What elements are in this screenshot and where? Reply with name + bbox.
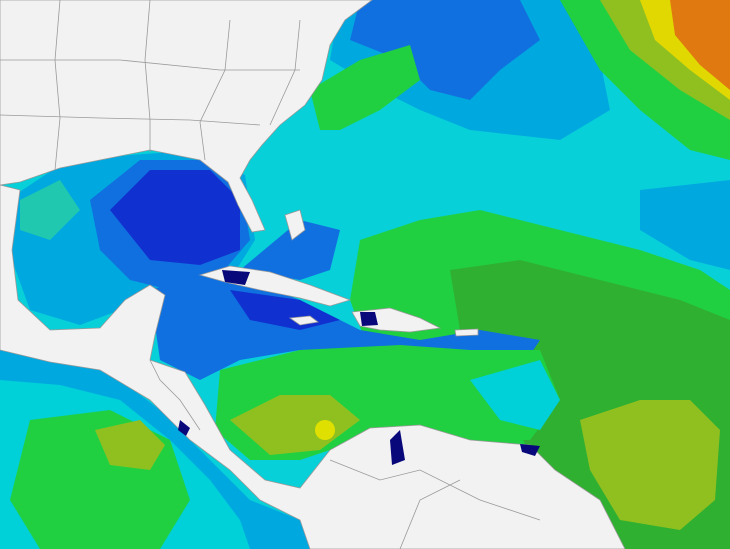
ocean-zone-yellow-green [230,395,360,455]
ocean-zone-dark-blue [110,170,240,265]
ocean-zone-green [310,45,420,130]
inland-water [222,270,250,285]
ocean-zone-orange [670,0,730,90]
land-north-america [0,0,373,233]
ocean-zone-blue [240,220,340,280]
state-border [0,59,300,71]
inland-water [520,444,540,456]
inland-water [178,420,190,436]
state-border [144,0,151,152]
ocean-zone-light-blue [640,180,730,270]
ocean-zone-yellow-green [95,420,165,470]
state-border [54,0,61,171]
island-jamaica [288,315,319,326]
ocean-zone-yellow [315,420,335,440]
ocean-zone-cyan [470,360,560,430]
inland-water [360,312,378,326]
inland-water [390,430,405,465]
ocean-zone-cyan-green [20,180,80,240]
land-latin-america [0,184,626,549]
country-border [399,479,461,549]
island-bahamas [284,209,306,241]
state-border [0,114,261,126]
ocean-zone-blue [350,0,540,100]
ocean-zone-yellow-green [580,400,720,530]
island-puerto-rico [454,328,479,337]
state-border [199,19,231,161]
country-border [149,359,201,431]
country-border [329,459,541,521]
state-border [269,19,301,126]
